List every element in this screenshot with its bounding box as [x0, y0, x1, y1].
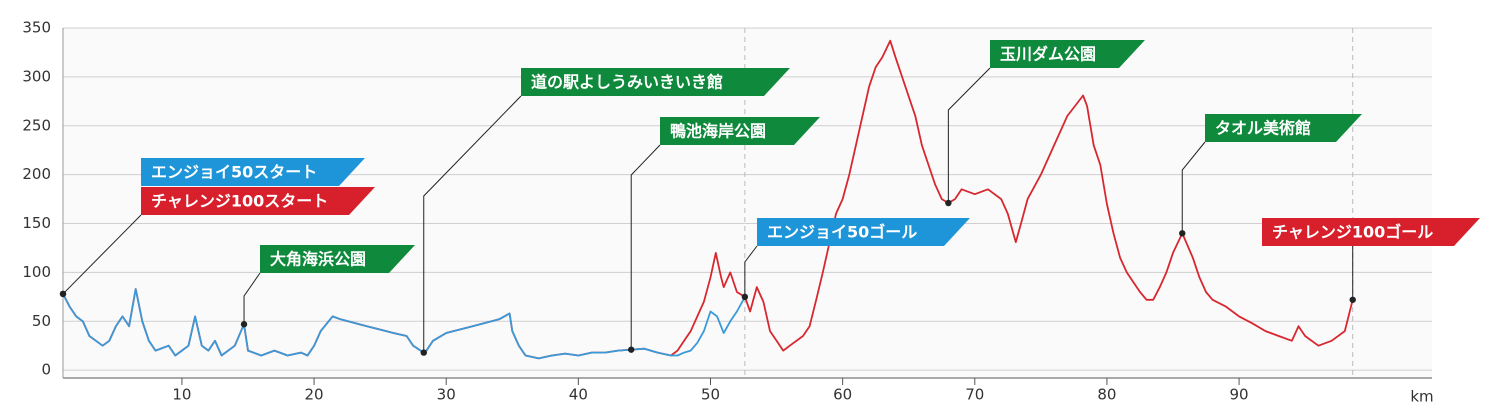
x-tick-label: 30 — [437, 386, 456, 404]
label-box — [660, 117, 820, 145]
x-tick-label: 60 — [833, 386, 852, 404]
leader-line — [744, 245, 758, 297]
leader-line — [423, 95, 522, 353]
label-box — [757, 218, 970, 246]
elevation-line — [62, 288, 746, 360]
annotation-point — [240, 321, 248, 328]
annotation-label: チャレンジ100ゴール — [1272, 223, 1433, 242]
leader-line — [243, 272, 261, 325]
x-tick-label: 20 — [305, 386, 324, 404]
annotation-label: エンジョイ50ゴール — [767, 223, 917, 242]
x-tick-label: 50 — [701, 386, 720, 404]
leader-line — [630, 144, 661, 350]
y-tick-label: 100 — [22, 263, 51, 281]
annotation-point — [741, 293, 749, 301]
x-tick-label: 10 — [172, 386, 191, 404]
y-tick-label: 150 — [22, 214, 51, 232]
label-box — [1205, 114, 1362, 142]
label-box — [990, 40, 1145, 68]
annotation-label: チャレンジ100スタート — [151, 192, 328, 211]
annotation-point — [420, 349, 427, 356]
x-tick-label: 80 — [1097, 386, 1116, 404]
annotation-point — [945, 199, 952, 207]
annotation-label: 大角海浜公園 — [270, 250, 366, 269]
x-tick-label: 40 — [569, 386, 588, 404]
label-box — [141, 158, 365, 186]
annotation-point — [628, 346, 635, 353]
annotation-label: 道の駅よしうみいきいき館 — [531, 73, 723, 92]
label-box — [141, 187, 375, 215]
x-axis-label: km — [1410, 388, 1433, 406]
y-tick-label: 250 — [22, 116, 51, 134]
label-box — [1262, 218, 1480, 246]
annotation-point — [1349, 296, 1356, 303]
annotation-label: 玉川ダム公園 — [1000, 45, 1096, 64]
x-tick-label: 90 — [1230, 386, 1249, 404]
annotation-point — [59, 290, 67, 298]
y-tick-label: 350 — [22, 19, 51, 37]
annotation-label: 鴨池海岸公園 — [670, 122, 766, 141]
label-box — [521, 68, 790, 96]
annotation-label: タオル美術館 — [1215, 119, 1311, 138]
leader-line — [1181, 141, 1206, 234]
leader-line — [62, 214, 142, 295]
leader-line — [947, 67, 991, 203]
y-tick-label: 50 — [32, 312, 51, 330]
x-tick-label: 70 — [965, 386, 984, 404]
annotation-point — [1179, 230, 1186, 237]
annotation-label: エンジョイ50スタート — [151, 163, 317, 182]
label-box — [260, 245, 415, 273]
y-tick-label: 200 — [22, 165, 51, 183]
y-tick-label: 300 — [22, 67, 51, 85]
y-tick-label: 0 — [41, 361, 51, 379]
